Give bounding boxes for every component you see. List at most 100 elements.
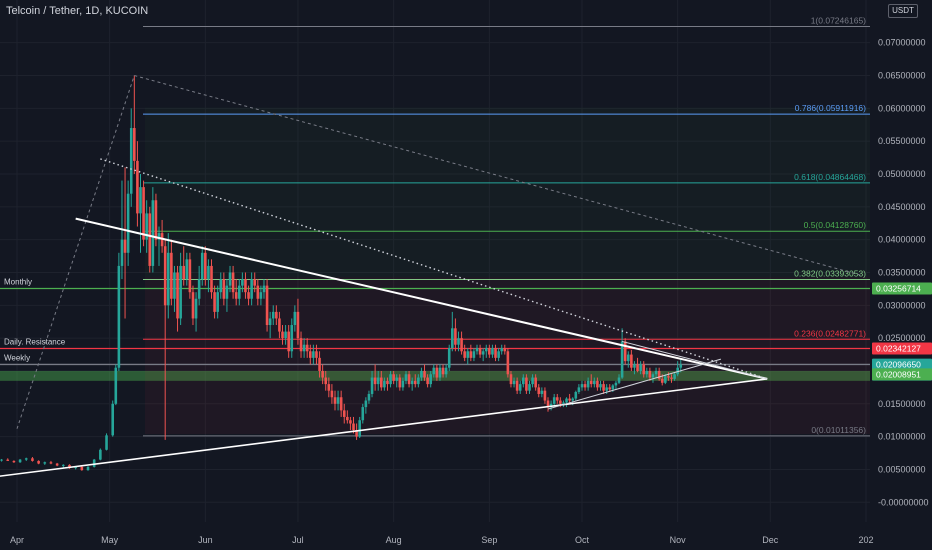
candle-body xyxy=(299,338,303,352)
level-label: Monthly xyxy=(4,277,32,286)
y-tick-label: 0.05000000 xyxy=(878,169,926,179)
currency-badge[interactable]: USDT xyxy=(888,4,918,18)
candle-body xyxy=(293,311,297,326)
candle-body xyxy=(426,377,429,385)
candle-body xyxy=(552,397,556,404)
candle-body xyxy=(278,318,281,332)
x-tick-label: Dec xyxy=(762,535,779,545)
candle-body xyxy=(383,380,386,388)
candle-body xyxy=(420,370,423,378)
y-tick-label: 0.03500000 xyxy=(878,267,926,277)
candle-body xyxy=(256,285,260,299)
candle-body xyxy=(216,292,219,312)
candle-body xyxy=(525,377,528,391)
y-tick-label: 0.04500000 xyxy=(878,202,926,212)
candle-body xyxy=(441,367,445,375)
candle-body xyxy=(312,351,315,358)
candle-body xyxy=(404,374,408,381)
fib-label: 0.236(0.02482771) xyxy=(794,328,866,338)
x-tick-label: Apr xyxy=(10,535,24,545)
candle-body xyxy=(664,376,667,383)
upper-trendline xyxy=(75,217,768,380)
candle-body xyxy=(327,384,331,391)
fib-retracement[interactable]: 1(0.07246165) 0.786(0.05911916) 0.618(0.04… xyxy=(143,16,870,437)
candle-body xyxy=(154,200,158,240)
candle-body xyxy=(139,187,142,214)
candle-body xyxy=(429,374,432,385)
candle-body xyxy=(253,279,257,286)
candle-body xyxy=(435,367,439,378)
candle-body xyxy=(219,279,223,293)
candle-body xyxy=(423,370,426,378)
candle-body xyxy=(373,377,377,385)
y-tick-label: -0.00000000 xyxy=(878,497,929,507)
candle-body xyxy=(111,403,115,436)
trend-drawings[interactable] xyxy=(0,75,864,479)
candle-body xyxy=(518,384,522,391)
candle-body xyxy=(173,272,176,299)
candle-body xyxy=(74,466,77,469)
candle-body xyxy=(321,370,324,378)
candle-body xyxy=(302,344,306,352)
y-tick-label: 0.01000000 xyxy=(878,432,926,442)
candle-body xyxy=(123,239,127,253)
candle-body xyxy=(528,384,531,391)
candle-body xyxy=(401,380,405,388)
symbol-title[interactable]: Telcoin / Tether, 1D, KUCOIN xyxy=(6,5,149,17)
candle-body xyxy=(170,252,173,299)
last-price-tag: 0.02096650 xyxy=(876,360,921,370)
candle-body xyxy=(484,348,488,352)
candle-body xyxy=(651,374,655,378)
candle-body xyxy=(633,364,636,368)
lower-trendline xyxy=(0,378,768,477)
candle-body xyxy=(546,400,550,408)
candle-body xyxy=(349,420,352,424)
candle-body xyxy=(191,292,195,319)
candle-body xyxy=(463,351,466,358)
candle-body xyxy=(660,378,664,383)
x-axis[interactable]: Apr May Jun Jul Aug Sep Oct Nov Dec 202 xyxy=(0,532,932,550)
weekly-zone xyxy=(0,370,870,381)
candle-body xyxy=(506,351,510,375)
x-tick-label: Jun xyxy=(198,535,213,545)
candle-body xyxy=(268,318,272,326)
candle-body xyxy=(6,459,10,461)
candle-body xyxy=(197,279,201,299)
candle-body xyxy=(398,377,402,388)
candle-body xyxy=(555,397,559,401)
candle-body xyxy=(512,380,516,385)
candle-body xyxy=(12,460,16,463)
y-axis[interactable]: 0.07000000 0.06500000 0.06000000 0.05500000… xyxy=(870,0,932,550)
fib-trend-line xyxy=(16,75,135,429)
candle-body xyxy=(114,367,118,404)
candle-body xyxy=(417,377,420,385)
candle-body xyxy=(623,341,627,362)
candle-body xyxy=(577,387,581,392)
y-tick-label: 0.00500000 xyxy=(878,464,926,474)
candle-body xyxy=(213,292,216,312)
candle-body xyxy=(605,387,608,391)
candle-body xyxy=(673,374,676,379)
candle-body xyxy=(37,460,40,464)
candle-body xyxy=(413,380,417,385)
candle-body xyxy=(148,213,152,266)
horizontal-levels[interactable]: Monthly Daily. Resistance Weekly xyxy=(0,277,870,366)
candle-body xyxy=(179,265,182,319)
fib-label: 0.382(0.03393053) xyxy=(794,269,866,279)
candle-body xyxy=(86,466,90,471)
candle-body xyxy=(497,351,500,358)
candle-body xyxy=(0,459,3,461)
y-tick-label: 0.01500000 xyxy=(878,399,926,409)
candle-body xyxy=(444,367,448,375)
candle-body xyxy=(185,259,189,280)
candle-body xyxy=(49,462,53,464)
candle-body xyxy=(491,348,494,355)
fib-label: 0(0.01011356) xyxy=(811,425,866,435)
candle-body xyxy=(676,367,679,375)
candle-body xyxy=(395,377,399,381)
y-tick-label: 0.07000000 xyxy=(878,38,926,48)
candle-body xyxy=(339,397,343,411)
candle-body xyxy=(324,377,328,385)
candle-body xyxy=(136,160,139,214)
